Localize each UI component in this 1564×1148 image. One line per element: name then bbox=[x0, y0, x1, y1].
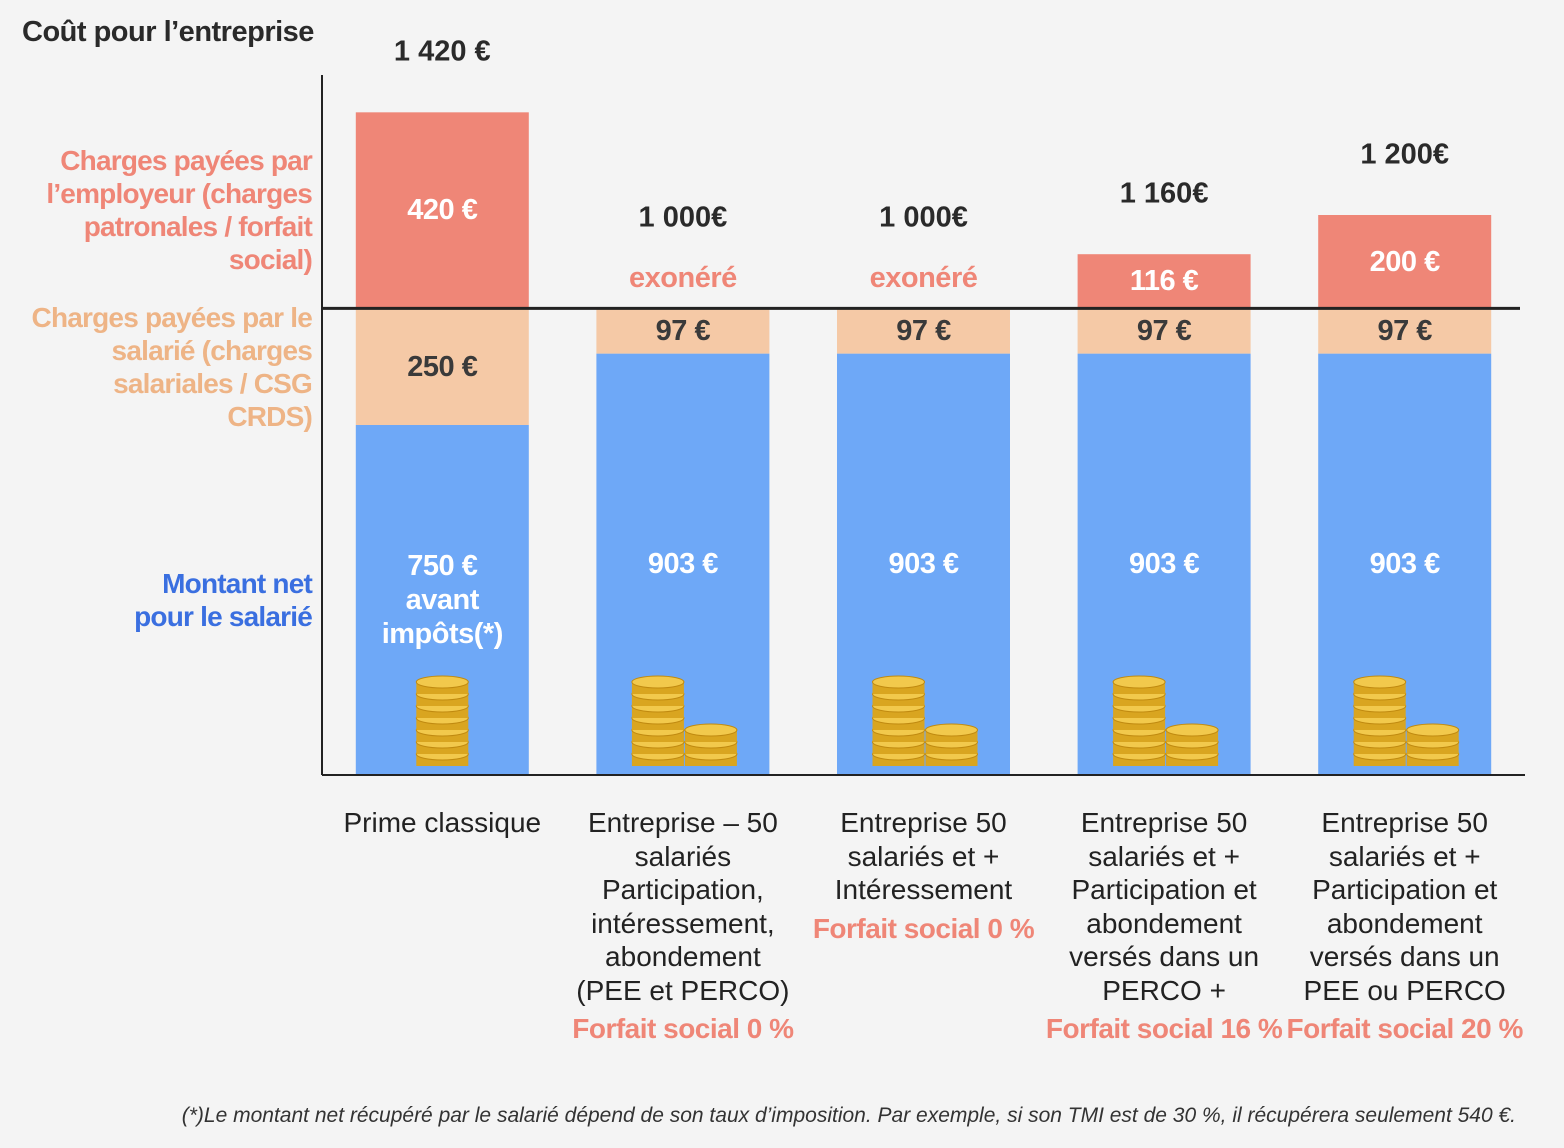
category-note: Forfait social 16 % bbox=[1045, 1013, 1283, 1044]
value-label: 903 € bbox=[888, 548, 959, 581]
value-label: 903 € bbox=[647, 548, 719, 581]
coin bbox=[684, 723, 738, 737]
x-tick-label: Prime classique bbox=[343, 807, 542, 838]
category: Prime classique bbox=[322, 806, 563, 840]
total-label: 1 000€ bbox=[638, 201, 728, 234]
value-label: exonéré bbox=[629, 262, 737, 295]
bar-segment bbox=[596, 308, 770, 354]
x-tick-label: Entreprise 50 salariés et + Intéressemen… bbox=[834, 807, 1013, 905]
total-label: 1 000€ bbox=[879, 201, 968, 234]
legend-label: Montant net pour le salarié bbox=[134, 568, 313, 632]
legend-label: Charges payées par l’employeur (charges … bbox=[46, 145, 312, 276]
value-label: 903 € bbox=[1369, 548, 1441, 581]
category-note: Forfait social 0 % bbox=[572, 1013, 794, 1044]
chart-title: Coût pour l’entreprise bbox=[22, 16, 314, 48]
value-label: 116 € bbox=[1129, 265, 1199, 298]
bar-segment bbox=[355, 308, 529, 425]
category: Entreprise 50 salariés et + Intéressemen… bbox=[803, 806, 1044, 945]
x-tick-label: Entreprise – 50 salariés Participation, … bbox=[576, 807, 790, 1006]
coin bbox=[872, 675, 925, 689]
bar-segment bbox=[1318, 215, 1492, 309]
coin bbox=[1406, 723, 1460, 737]
footnote: (*)Le montant net récupéré par le salari… bbox=[181, 1104, 1516, 1127]
value-label: 97 € bbox=[1377, 314, 1432, 347]
category: Entreprise – 50 salariés Participation, … bbox=[563, 806, 804, 1045]
coin bbox=[1112, 675, 1166, 689]
total-label: 1 420 € bbox=[393, 35, 491, 68]
value-label: 903 € bbox=[1129, 548, 1200, 581]
value-label: 250 € bbox=[407, 350, 478, 383]
value-label: 97 € bbox=[1136, 314, 1192, 347]
total-label: 1 160€ bbox=[1119, 177, 1209, 210]
category-note: Forfait social 0 % bbox=[812, 912, 1035, 944]
x-tick-label: Entreprise 50 salariés et + Participatio… bbox=[1303, 807, 1506, 1006]
coin bbox=[631, 675, 685, 689]
x-tick-label: Entreprise 50 salariés et + Participatio… bbox=[1069, 807, 1260, 1006]
category: Entreprise 50 salariés et + Participatio… bbox=[1284, 806, 1525, 1045]
value-label: 97 € bbox=[655, 314, 711, 347]
category: Entreprise 50 salariés et + Participatio… bbox=[1044, 806, 1285, 1045]
legend-label: Charges payées par le salarié (charges s… bbox=[31, 301, 313, 432]
value-label: 200 € bbox=[1369, 245, 1441, 278]
bar-segment bbox=[1318, 308, 1492, 354]
coin bbox=[925, 723, 978, 737]
bar-segment bbox=[1077, 254, 1251, 309]
bar-segment bbox=[1077, 308, 1251, 354]
total-label: 1 200€ bbox=[1360, 138, 1450, 171]
coin bbox=[1165, 723, 1219, 737]
category-note: Forfait social 20 % bbox=[1286, 1013, 1524, 1044]
value-label: 97 € bbox=[896, 314, 951, 347]
value-label: 750 € avant impôts(*) bbox=[381, 550, 504, 650]
coin bbox=[415, 675, 469, 689]
value-label: 420 € bbox=[407, 194, 478, 227]
coin bbox=[1353, 675, 1407, 689]
value-label: exonéré bbox=[869, 262, 978, 295]
bar-segment bbox=[355, 112, 529, 309]
bar-segment bbox=[837, 308, 1010, 354]
